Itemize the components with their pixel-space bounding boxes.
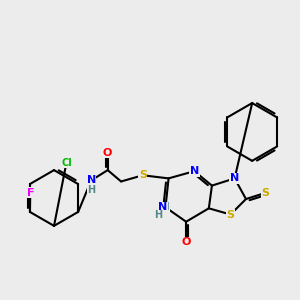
- Text: S: S: [262, 188, 270, 198]
- Text: S: S: [226, 209, 235, 220]
- Text: H: H: [87, 185, 95, 195]
- Text: N: N: [161, 202, 170, 212]
- Text: O: O: [103, 148, 112, 158]
- Text: N: N: [230, 173, 239, 183]
- Text: O: O: [182, 237, 191, 248]
- Text: H: H: [154, 210, 162, 220]
- Text: N: N: [190, 166, 199, 176]
- Text: N: N: [86, 176, 96, 185]
- Text: N: N: [158, 202, 167, 212]
- Text: Cl: Cl: [61, 158, 72, 168]
- Text: S: S: [139, 170, 147, 180]
- Text: F: F: [26, 188, 34, 198]
